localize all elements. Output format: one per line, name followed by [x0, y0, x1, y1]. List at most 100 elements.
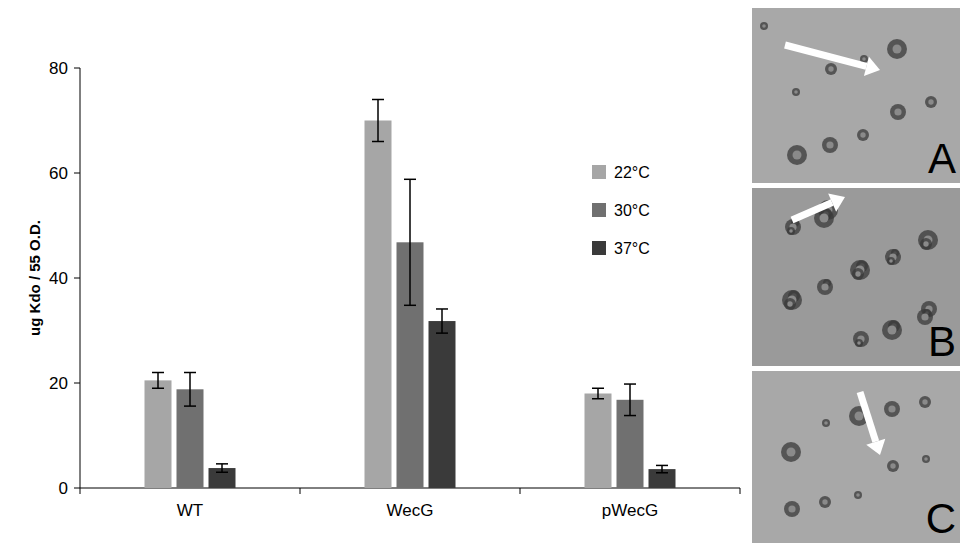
bar	[365, 121, 392, 489]
error-line	[597, 388, 599, 399]
error-cap	[592, 398, 604, 400]
y-tick	[74, 173, 80, 174]
error-cap	[436, 332, 448, 334]
vesicle	[884, 401, 900, 417]
arrow-head	[866, 439, 885, 455]
error-cap	[404, 179, 416, 181]
x-tick	[520, 488, 521, 494]
micrograph	[752, 371, 960, 543]
vesicle-core	[922, 399, 927, 404]
y-tick	[74, 383, 80, 384]
vesicle	[822, 419, 830, 427]
y-tick-label: 80	[49, 59, 68, 78]
x-tick-label: WT	[177, 501, 203, 520]
y-axis-title: ug Kdo / 55 O.D.	[26, 220, 43, 336]
vesicle	[919, 396, 931, 408]
error-cap	[216, 463, 228, 465]
vesicle-core	[789, 229, 793, 233]
y-tick	[74, 278, 80, 279]
x-tick-label: WecG	[387, 501, 434, 520]
legend-label: 30°C	[614, 202, 650, 219]
error-cap	[624, 415, 636, 417]
error-line	[157, 373, 159, 389]
error-bar	[592, 388, 604, 399]
error-bar	[656, 465, 668, 472]
bar	[429, 321, 456, 488]
bar	[585, 394, 612, 489]
y-tick	[74, 68, 80, 69]
vesicle	[817, 279, 833, 295]
vesicle-core	[924, 457, 928, 461]
vesicle-core	[894, 108, 901, 115]
vesicle	[853, 331, 869, 347]
y-tick-label: 0	[59, 479, 68, 498]
vesicle	[760, 22, 768, 30]
error-line	[441, 309, 443, 333]
panel-label: C	[926, 495, 956, 542]
vesicle-core	[890, 463, 895, 468]
error-cap	[184, 372, 196, 374]
vesicle-core	[820, 214, 829, 223]
vesicle	[819, 496, 831, 508]
y-tick-label: 60	[49, 164, 68, 183]
vesicle-core	[889, 259, 893, 263]
vesicle-core	[855, 271, 860, 276]
micrograph	[752, 8, 960, 183]
legend-label: 37°C	[614, 240, 650, 257]
error-cap	[656, 472, 668, 474]
error-line	[221, 464, 223, 472]
panel-label: B	[928, 318, 956, 365]
vesicle	[855, 339, 863, 347]
arrow-head	[864, 57, 880, 76]
vesicle-core	[928, 99, 933, 104]
error-bar	[184, 373, 196, 407]
vesicle	[925, 96, 937, 108]
vesicle	[854, 491, 862, 499]
arrow-head	[828, 193, 845, 211]
arrow-shaft	[785, 45, 866, 66]
vesicle	[882, 320, 902, 340]
error-cap	[404, 305, 416, 307]
vesicle	[890, 104, 906, 120]
x-tick	[80, 488, 81, 494]
vesicle-core	[762, 24, 766, 28]
vesicle-core	[826, 141, 833, 148]
vesicle-core	[821, 283, 828, 290]
vesicle-core	[888, 405, 895, 412]
vesicle	[920, 238, 932, 250]
bars	[145, 100, 676, 489]
error-line	[629, 384, 631, 416]
micrograph	[752, 188, 960, 366]
vesicle-core	[860, 132, 865, 137]
error-cap	[152, 372, 164, 374]
error-cap	[152, 388, 164, 390]
x-tick	[740, 488, 741, 494]
error-cap	[656, 465, 668, 467]
error-bar	[404, 179, 416, 305]
error-cap	[624, 383, 636, 385]
vesicle	[784, 501, 800, 517]
vesicle	[782, 290, 802, 310]
vesicle	[887, 257, 895, 265]
error-line	[409, 179, 411, 305]
error-bar	[152, 373, 164, 389]
vesicle	[792, 88, 800, 96]
x-tick	[300, 488, 301, 494]
x-tick-label: pWecG	[602, 501, 658, 520]
error-cap	[372, 99, 384, 101]
error-bar	[436, 309, 448, 333]
vesicle	[857, 129, 869, 141]
vesicle	[885, 249, 901, 265]
legend-label: 22°C	[614, 164, 650, 181]
y-tick	[74, 488, 80, 489]
panel-label: A	[928, 135, 956, 182]
legend-swatch	[592, 241, 606, 255]
error-line	[377, 100, 379, 142]
vesicle-core	[822, 499, 827, 504]
vesicle-core	[862, 57, 866, 61]
error-bar	[216, 464, 228, 472]
error-cap	[184, 405, 196, 407]
vesicle	[887, 460, 899, 472]
vesicle-core	[923, 241, 928, 246]
vesicle-core	[793, 151, 802, 160]
